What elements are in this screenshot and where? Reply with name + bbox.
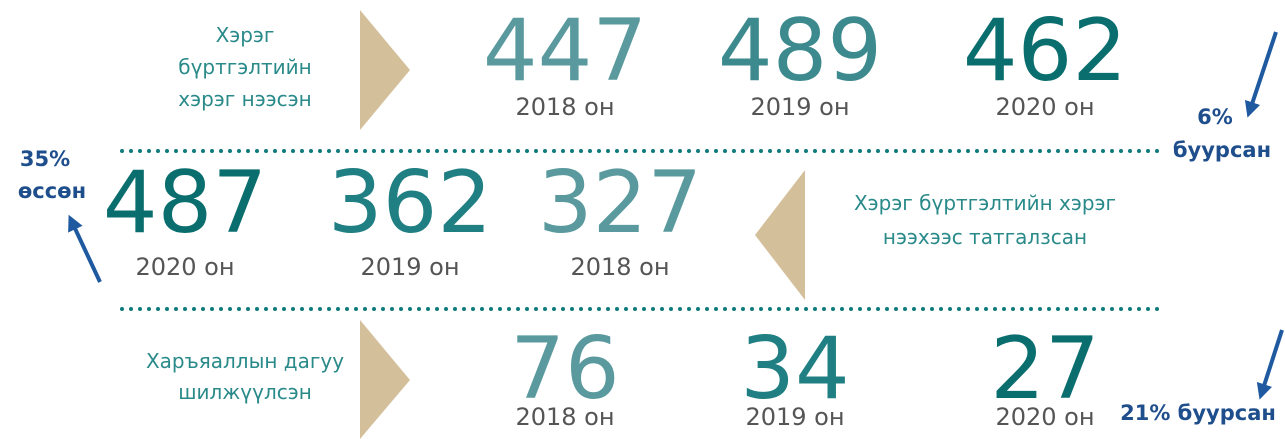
year: 2018 он	[515, 403, 614, 431]
row-label: хэрэг нээсэн	[178, 87, 311, 111]
triangle	[360, 320, 410, 439]
number: 327	[538, 153, 702, 253]
row-label: нээхээс татгалзсан	[883, 225, 1087, 249]
year: 2020 он	[995, 93, 1094, 121]
number: 462	[963, 1, 1127, 101]
change: өссөн	[18, 179, 86, 203]
triangle	[360, 10, 410, 130]
year: 2020 он	[995, 403, 1094, 431]
number: 489	[718, 1, 882, 101]
arrow-up	[68, 214, 102, 283]
change: 6%	[1197, 105, 1233, 129]
year: 2019 он	[745, 403, 844, 431]
change: 35%	[20, 147, 70, 171]
number: 447	[483, 1, 647, 101]
change: буурсан	[1173, 138, 1271, 162]
year: 2018 он	[570, 253, 669, 281]
arrow-down	[1256, 329, 1284, 400]
triangle	[755, 170, 805, 300]
year: 2019 он	[360, 253, 459, 281]
number: 76	[510, 319, 619, 419]
change: 21% буурсан	[1120, 401, 1276, 425]
row-label: бүртгэлтийн	[178, 55, 312, 79]
arrow-down	[1244, 31, 1278, 118]
number: 362	[328, 153, 492, 253]
number: 34	[740, 319, 849, 419]
number: 487	[103, 153, 267, 253]
row-label: Харъяаллын дагуу	[146, 349, 344, 373]
year: 2020 он	[135, 253, 234, 281]
year: 2019 он	[750, 93, 849, 121]
year: 2018 он	[515, 93, 614, 121]
number: 27	[990, 319, 1099, 419]
row-label: шилжүүлсэн	[178, 380, 312, 404]
row-label: Хэрэг бүртгэлтийн хэрэг	[854, 191, 1116, 215]
row-label: Хэрэг	[216, 23, 275, 47]
